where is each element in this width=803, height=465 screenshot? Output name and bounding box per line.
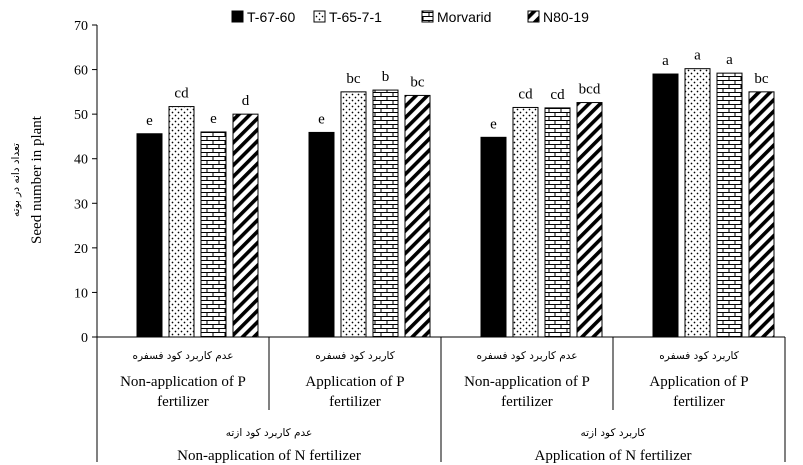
significance-letter: a <box>662 53 669 69</box>
legend-label: T-65-7-1 <box>329 9 382 25</box>
group-label-line2: fertilizer <box>673 394 725 410</box>
significance-letter: cd <box>550 87 565 103</box>
group-label-line2: fertilizer <box>157 394 209 410</box>
bar <box>512 106 539 338</box>
legend-swatch <box>527 10 540 23</box>
significance-letter: d <box>242 93 250 109</box>
significance-letter: e <box>490 116 497 132</box>
y-tick-label: 10 <box>74 286 88 301</box>
bar <box>168 106 195 338</box>
y-axis-title: تعداد دانه در بوته Seed number in plant <box>10 115 45 244</box>
outer-group-label-fa: عدم کاربرد کود ازته <box>226 427 313 439</box>
significance-letter: bc <box>346 71 361 87</box>
bar <box>716 72 743 338</box>
group-label-line1: Application of P <box>649 374 748 390</box>
bar <box>684 68 711 338</box>
legend: T-67-60 T-65-7-1 Morvarid N80-19 <box>231 9 589 25</box>
significance-letter: bcd <box>579 82 601 98</box>
bar <box>480 136 507 338</box>
legend-label: Morvarid <box>437 9 491 25</box>
significance-letter: cd <box>174 86 189 102</box>
group-label-line1: Non-application of P <box>464 374 590 390</box>
y-tick-label: 70 <box>74 19 88 34</box>
legend-swatch <box>313 10 326 23</box>
outer-group-label-fa: کاربرد کود ازته <box>581 427 646 439</box>
significance-letter: cd <box>518 86 533 102</box>
significance-letter: a <box>694 48 701 64</box>
bars <box>136 68 775 338</box>
significance-letter: a <box>726 52 733 68</box>
bar <box>652 73 679 338</box>
group-label-fa: کاربرد کود فسفره <box>315 350 394 362</box>
group-label-line1: Application of P <box>305 374 404 390</box>
bar <box>748 91 775 338</box>
x-axis-groups: عدم کاربرد کود فسفره Non-application of P… <box>96 337 786 464</box>
group-label-fa: کاربرد کود فسفره <box>659 350 738 362</box>
significance-letter: e <box>210 111 217 127</box>
outer-group-label-en: Non-application of N fertilizer <box>177 448 361 464</box>
group-label-line2: fertilizer <box>501 394 553 410</box>
bar <box>200 131 227 338</box>
y-axis-title-fa: تعداد دانه در بوته <box>10 143 22 217</box>
legend-swatch <box>231 10 244 23</box>
significance-letter: bc <box>410 74 425 90</box>
group-label-line2: fertilizer <box>329 394 381 410</box>
y-axis-title-en: Seed number in plant <box>29 115 45 244</box>
group-label-line1: Non-application of P <box>120 374 246 390</box>
bar <box>308 131 335 338</box>
y-tick-label: 30 <box>74 197 88 212</box>
significance-letter: b <box>382 69 390 85</box>
significance-letter: e <box>146 113 153 129</box>
legend-label: N80-19 <box>543 9 589 25</box>
group-label-fa: عدم کاربرد کود فسفره <box>476 350 577 362</box>
y-tick-label: 20 <box>74 242 88 257</box>
y-tick-label: 50 <box>74 108 88 123</box>
bar <box>404 94 431 338</box>
bar <box>136 133 163 338</box>
bar <box>372 89 399 338</box>
bar <box>232 113 259 338</box>
significance-letter: e <box>318 111 325 127</box>
significance-letter: bc <box>754 71 769 87</box>
bar <box>544 107 571 338</box>
y-tick-label: 0 <box>81 331 88 346</box>
bar <box>576 102 603 338</box>
group-label-fa: عدم کاربرد کود فسفره <box>132 350 233 362</box>
legend-label: T-67-60 <box>247 9 295 25</box>
legend-swatch <box>421 10 434 23</box>
y-tick-label: 60 <box>74 64 88 79</box>
bar <box>340 91 367 338</box>
y-tick-label: 40 <box>74 153 88 168</box>
outer-group-label-en: Application of N fertilizer <box>534 448 691 464</box>
